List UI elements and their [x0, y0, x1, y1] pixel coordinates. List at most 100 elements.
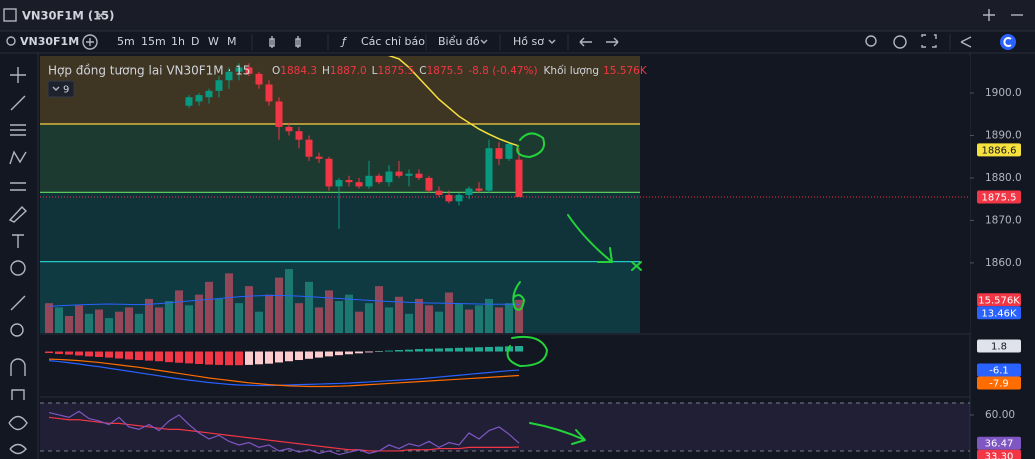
- crosshair-tool[interactable]: [10, 67, 26, 83]
- undo[interactable]: [579, 37, 592, 47]
- interval-button[interactable]: 5m: [117, 35, 135, 48]
- interval-button[interactable]: D: [191, 35, 199, 48]
- lock-tool[interactable]: [8, 415, 28, 431]
- legend-values: O1884.3 H1887.0 L1875.5 C1875.5 -8.8 (-0.47%…: [272, 65, 648, 77]
- price-badge: [977, 449, 1021, 459]
- volume-bar: [445, 292, 453, 333]
- trend-line-tool[interactable]: [10, 95, 26, 111]
- price-badge: [977, 293, 1021, 307]
- y-tick-label: 1890.0: [985, 129, 1022, 141]
- histogram-bar: [335, 351, 343, 356]
- histogram-bar: [85, 351, 93, 357]
- zone: [40, 56, 640, 124]
- magnet-tool[interactable]: [10, 358, 26, 376]
- zone: [40, 192, 640, 262]
- candle-body: [335, 180, 343, 187]
- indicators-button[interactable]: Các chỉ báo: [361, 35, 425, 48]
- candle-body: [495, 148, 503, 159]
- interval-button[interactable]: M: [227, 35, 237, 48]
- candle-body: [515, 159, 523, 198]
- brush-tool[interactable]: [8, 205, 28, 223]
- legend-value: 1875.5: [378, 65, 415, 77]
- legend-value: 15.576K: [603, 65, 648, 77]
- candle-body: [315, 156, 323, 159]
- lock-drawing-tool[interactable]: [11, 389, 25, 400]
- emoji-tool[interactable]: [10, 260, 26, 276]
- indicator-toggle[interactable]: [47, 80, 75, 98]
- rsi-band: [40, 402, 970, 451]
- volume-bar: [175, 290, 183, 333]
- moving-average: [387, 56, 520, 147]
- share[interactable]: [960, 36, 972, 48]
- fullscreen[interactable]: [921, 34, 937, 48]
- volume-bar: [425, 305, 433, 333]
- candle-body: [445, 194, 453, 202]
- ruler-tool[interactable]: [10, 295, 26, 311]
- settings[interactable]: [893, 35, 907, 49]
- histogram-bar: [315, 351, 323, 358]
- volume-bar: [395, 296, 403, 333]
- compare-button[interactable]: [82, 34, 98, 50]
- replay[interactable]: [865, 35, 877, 47]
- pattern-tool[interactable]: [9, 150, 27, 165]
- histogram-bar: [305, 351, 313, 359]
- prediction-tool[interactable]: [10, 182, 26, 191]
- histogram-bar: [115, 351, 123, 359]
- visibility-tool[interactable]: [9, 443, 27, 455]
- candle-icon[interactable]: [269, 36, 275, 48]
- annotation-cross: [631, 261, 642, 271]
- price-badge-label: -6.1: [989, 366, 1009, 377]
- price-badge-label: 1.8: [991, 342, 1007, 353]
- profile-button[interactable]: Hồ sơ: [513, 35, 544, 48]
- volume-bar: [295, 303, 303, 333]
- new-tab[interactable]: [983, 9, 995, 21]
- chart-type-button[interactable]: Biểu đồ: [438, 35, 480, 48]
- volume-bar: [365, 303, 373, 333]
- volume-bar: [135, 313, 143, 333]
- candle-body: [285, 126, 293, 132]
- volume-bar: [45, 303, 53, 333]
- legend-value: C: [419, 65, 426, 77]
- interval-button[interactable]: 15m: [141, 35, 166, 48]
- histogram-bar: [155, 351, 163, 362]
- price-badge-label: 13.46K: [981, 308, 1017, 319]
- close-tab[interactable]: [96, 11, 105, 20]
- histogram-bar: [205, 351, 213, 365]
- compare-plus: [86, 38, 94, 46]
- price-badge: [977, 376, 1021, 390]
- volume-bar: [495, 307, 503, 333]
- volume-bar: [205, 281, 213, 333]
- histogram-bar: [95, 351, 103, 357]
- histogram-bar: [185, 351, 193, 364]
- macd-pane: [45, 346, 523, 388]
- annotation-circle: [516, 132, 546, 159]
- price-badge-label: 1875.5: [982, 193, 1017, 204]
- histogram-bar: [75, 351, 83, 356]
- candle-body: [325, 158, 333, 187]
- volume-bar: [245, 286, 253, 333]
- zoom-tool[interactable]: [10, 323, 24, 337]
- volume-ma: [48, 294, 520, 307]
- redo[interactable]: [606, 37, 619, 47]
- bar-icon[interactable]: [295, 36, 301, 48]
- symbol[interactable]: VN30F1M: [20, 35, 79, 48]
- histogram-bar: [235, 351, 243, 366]
- histogram-bar: [165, 351, 173, 363]
- price-badge: [977, 436, 1021, 450]
- text-tool[interactable]: [12, 234, 24, 248]
- interval-button[interactable]: 1h: [171, 35, 185, 48]
- annotation-arrow: [529, 422, 586, 445]
- fib-tool[interactable]: [10, 124, 26, 136]
- search-icon[interactable]: [6, 36, 16, 46]
- volume-bar: [405, 313, 413, 333]
- volume-bar: [145, 298, 153, 333]
- logo: [1000, 34, 1016, 50]
- rsi-ma-line: [48, 416, 520, 452]
- annotation-circle: [506, 335, 549, 368]
- histogram-bar: [365, 351, 373, 353]
- fx-icon[interactable]: ƒ: [340, 35, 348, 48]
- price-badge: [977, 143, 1021, 157]
- interval-button[interactable]: W: [208, 35, 219, 48]
